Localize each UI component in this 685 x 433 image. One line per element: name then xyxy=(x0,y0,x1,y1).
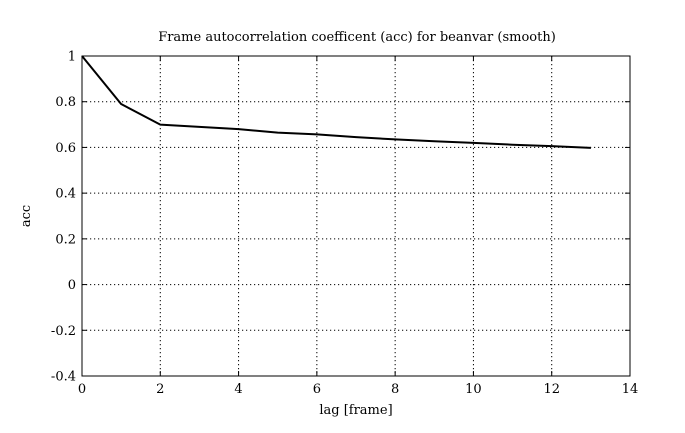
y-tick-label: -0.2 xyxy=(51,324,76,339)
x-axis-label: lag [frame] xyxy=(319,403,392,418)
y-tick-label: 0.4 xyxy=(55,187,76,202)
grid-lines xyxy=(82,56,630,376)
x-tick-label: 10 xyxy=(465,382,482,397)
x-tick-label: 0 xyxy=(78,382,86,397)
y-axis-ticks: -0.4 -0.2 0 0.2 0.4 0.6 0.8 1 xyxy=(51,50,630,385)
y-tick-label: -0.4 xyxy=(51,370,76,385)
x-axis-ticks: 0 2 4 6 8 10 12 14 xyxy=(78,56,638,397)
y-axis-label: acc xyxy=(19,205,34,227)
series-group xyxy=(81,55,591,149)
x-tick-label: 14 xyxy=(622,382,639,397)
y-tick-label: 1 xyxy=(68,50,76,65)
x-tick-label: 12 xyxy=(543,382,560,397)
y-tick-label: 0.6 xyxy=(55,141,76,156)
x-tick-label: 6 xyxy=(313,382,321,397)
plot-frame xyxy=(81,55,631,377)
x-tick-label: 4 xyxy=(234,382,242,397)
x-tick-label: 8 xyxy=(391,382,399,397)
series-line xyxy=(81,55,591,149)
y-tick-label: 0.2 xyxy=(55,232,76,247)
y-tick-label: 0.8 xyxy=(55,95,76,110)
y-tick-label: 0 xyxy=(68,278,76,293)
chart-title: Frame autocorrelation coefficent (acc) f… xyxy=(158,30,556,45)
x-tick-label: 2 xyxy=(156,382,164,397)
